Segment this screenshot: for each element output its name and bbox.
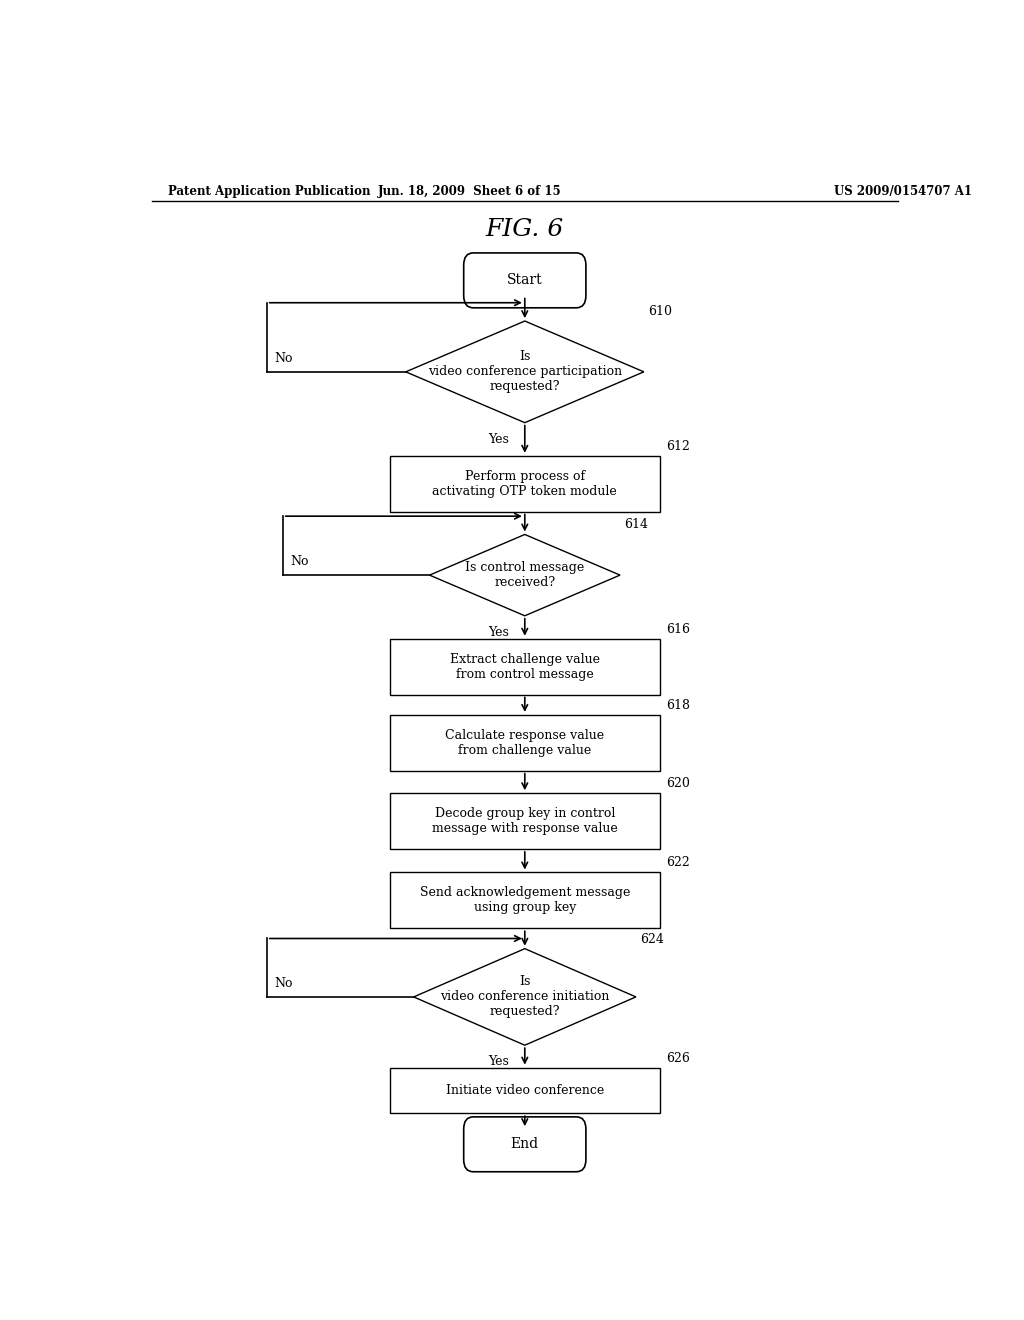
Text: 614: 614 bbox=[624, 519, 648, 532]
Text: 612: 612 bbox=[666, 440, 690, 453]
Bar bbox=[390, 873, 659, 928]
Polygon shape bbox=[430, 535, 620, 616]
Text: FIG. 6: FIG. 6 bbox=[485, 218, 564, 242]
Text: 618: 618 bbox=[666, 698, 690, 711]
Text: Is control message
received?: Is control message received? bbox=[465, 561, 585, 589]
Bar bbox=[390, 793, 659, 849]
Text: Calculate response value
from challenge value: Calculate response value from challenge … bbox=[445, 729, 604, 756]
Text: No: No bbox=[274, 977, 293, 990]
Text: Perform process of
activating OTP token module: Perform process of activating OTP token … bbox=[432, 470, 617, 498]
Bar bbox=[390, 1068, 659, 1113]
Text: Send acknowledgement message
using group key: Send acknowledgement message using group… bbox=[420, 886, 630, 915]
Text: Yes: Yes bbox=[488, 433, 509, 446]
Text: 622: 622 bbox=[666, 857, 690, 870]
FancyBboxPatch shape bbox=[464, 1117, 586, 1172]
Text: 626: 626 bbox=[666, 1052, 690, 1064]
Polygon shape bbox=[406, 321, 644, 422]
Polygon shape bbox=[414, 949, 636, 1045]
Text: Yes: Yes bbox=[488, 1056, 509, 1068]
Text: Start: Start bbox=[507, 273, 543, 288]
Bar bbox=[390, 639, 659, 694]
Text: End: End bbox=[511, 1138, 539, 1151]
Text: 610: 610 bbox=[648, 305, 672, 318]
Text: 624: 624 bbox=[640, 933, 664, 945]
Text: Is
video conference participation
requested?: Is video conference participation reques… bbox=[428, 350, 622, 393]
FancyBboxPatch shape bbox=[464, 253, 586, 308]
Bar bbox=[390, 455, 659, 512]
Text: Patent Application Publication: Patent Application Publication bbox=[168, 185, 371, 198]
Bar bbox=[390, 715, 659, 771]
Text: No: No bbox=[291, 554, 309, 568]
Text: 620: 620 bbox=[666, 777, 690, 791]
Text: No: No bbox=[274, 351, 293, 364]
Text: Decode group key in control
message with response value: Decode group key in control message with… bbox=[432, 807, 617, 836]
Text: US 2009/0154707 A1: US 2009/0154707 A1 bbox=[835, 185, 973, 198]
Text: Is
video conference initiation
requested?: Is video conference initiation requested… bbox=[440, 975, 609, 1019]
Text: 616: 616 bbox=[666, 623, 690, 636]
Text: Initiate video conference: Initiate video conference bbox=[445, 1084, 604, 1097]
Text: Jun. 18, 2009  Sheet 6 of 15: Jun. 18, 2009 Sheet 6 of 15 bbox=[378, 185, 561, 198]
Text: Extract challenge value
from control message: Extract challenge value from control mes… bbox=[450, 652, 600, 681]
Text: Yes: Yes bbox=[488, 626, 509, 639]
